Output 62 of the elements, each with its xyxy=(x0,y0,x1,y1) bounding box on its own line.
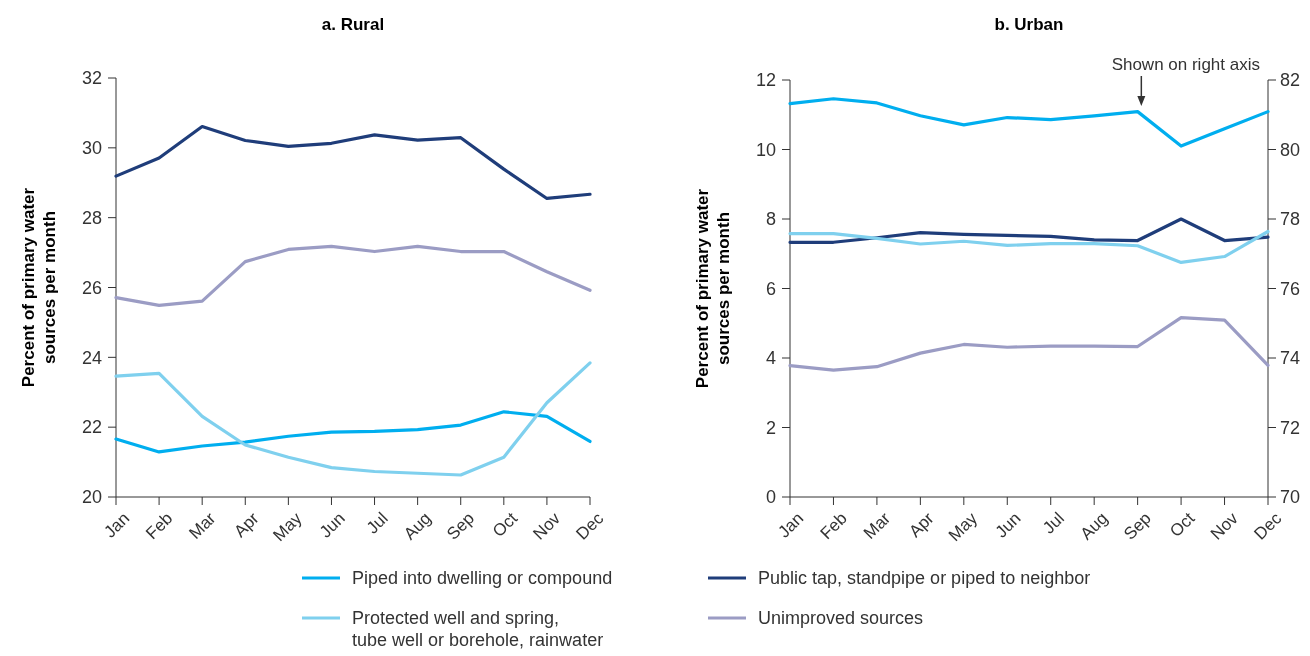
y-tick-label: 30 xyxy=(81,138,102,159)
x-tick-label: Jun xyxy=(991,508,1025,542)
legend-label: Unimproved sources xyxy=(758,608,924,629)
y2-tick-label: 82 xyxy=(1280,70,1301,91)
y-tick-label: 2 xyxy=(765,417,776,438)
y-tick-label: 10 xyxy=(755,139,776,160)
line-series xyxy=(788,217,1270,244)
line-series xyxy=(788,97,1270,148)
x-tick-label: Dec xyxy=(572,508,608,544)
x-tick-label: May xyxy=(944,508,982,545)
x-tick-label: Feb xyxy=(142,508,177,543)
y2-tick-label: 72 xyxy=(1280,417,1301,438)
x-tick-label: Dec xyxy=(1250,508,1286,544)
y-tick-label: 6 xyxy=(765,278,776,299)
y-tick-label: 20 xyxy=(81,487,102,508)
y-tick-label: 8 xyxy=(765,209,776,230)
text: Shown on right axis xyxy=(1111,55,1260,74)
y2-tick-label: 70 xyxy=(1280,487,1301,508)
x-tick-label: Mar xyxy=(860,508,895,543)
x-tick-label: Mar xyxy=(185,508,220,543)
line-series xyxy=(114,124,592,201)
legend-label: Public tap, standpipe or piped to neighbor xyxy=(758,568,1091,589)
x-tick-label: Aug xyxy=(1076,508,1112,544)
x-tick-label: Jan xyxy=(100,508,134,542)
y2-tick-label: 74 xyxy=(1280,348,1301,369)
y2-tick-label: 78 xyxy=(1280,209,1301,230)
x-tick-label: May xyxy=(269,508,306,545)
x-tick-label: Apr xyxy=(905,508,938,541)
x-tick-label: Aug xyxy=(400,508,435,544)
x-tick-label: Jun xyxy=(315,508,349,542)
y2-tick-label: 80 xyxy=(1280,139,1301,160)
y-tick-label: 4 xyxy=(765,348,776,369)
y-tick-label: 32 xyxy=(81,68,102,89)
chart-title: a. Rural xyxy=(321,15,385,34)
x-tick-label: Feb xyxy=(816,508,851,543)
y-axis-title: Percent of primary water sources per month xyxy=(693,188,733,389)
line-series xyxy=(114,244,592,307)
y-tick-label: 0 xyxy=(765,487,776,508)
x-tick-label: Oct xyxy=(1166,508,1199,541)
x-tick-label: Apr xyxy=(230,508,263,541)
x-tick-label: Jul xyxy=(1039,508,1068,538)
chart-title: b. Urban xyxy=(994,15,1064,34)
y-tick-label: 12 xyxy=(755,70,776,91)
x-tick-label: Nov xyxy=(529,508,565,544)
y-tick-label: 24 xyxy=(81,347,102,368)
y-tick-label: 28 xyxy=(81,207,102,228)
y-axis-title: Percent of primary water sources per month xyxy=(19,187,59,388)
x-tick-label: Jul xyxy=(362,508,392,538)
legend-label: Piped into dwelling or compound xyxy=(352,568,613,589)
y-tick-label: 22 xyxy=(81,417,102,438)
x-tick-label: Sep xyxy=(1120,508,1155,544)
line-series xyxy=(788,229,1270,265)
x-tick-label: Nov xyxy=(1206,508,1243,544)
x-tick-label: Sep xyxy=(443,508,478,544)
y-tick-label: 26 xyxy=(81,277,102,298)
legend-label: Protected well and spring, tube well or borehole, rainwater xyxy=(352,608,604,650)
y2-tick-label: 76 xyxy=(1280,278,1301,299)
line-series xyxy=(114,410,592,454)
x-tick-label: Jan xyxy=(774,508,808,542)
line-series xyxy=(788,316,1270,372)
x-tick-label: Oct xyxy=(488,508,522,541)
line-series xyxy=(114,361,592,477)
